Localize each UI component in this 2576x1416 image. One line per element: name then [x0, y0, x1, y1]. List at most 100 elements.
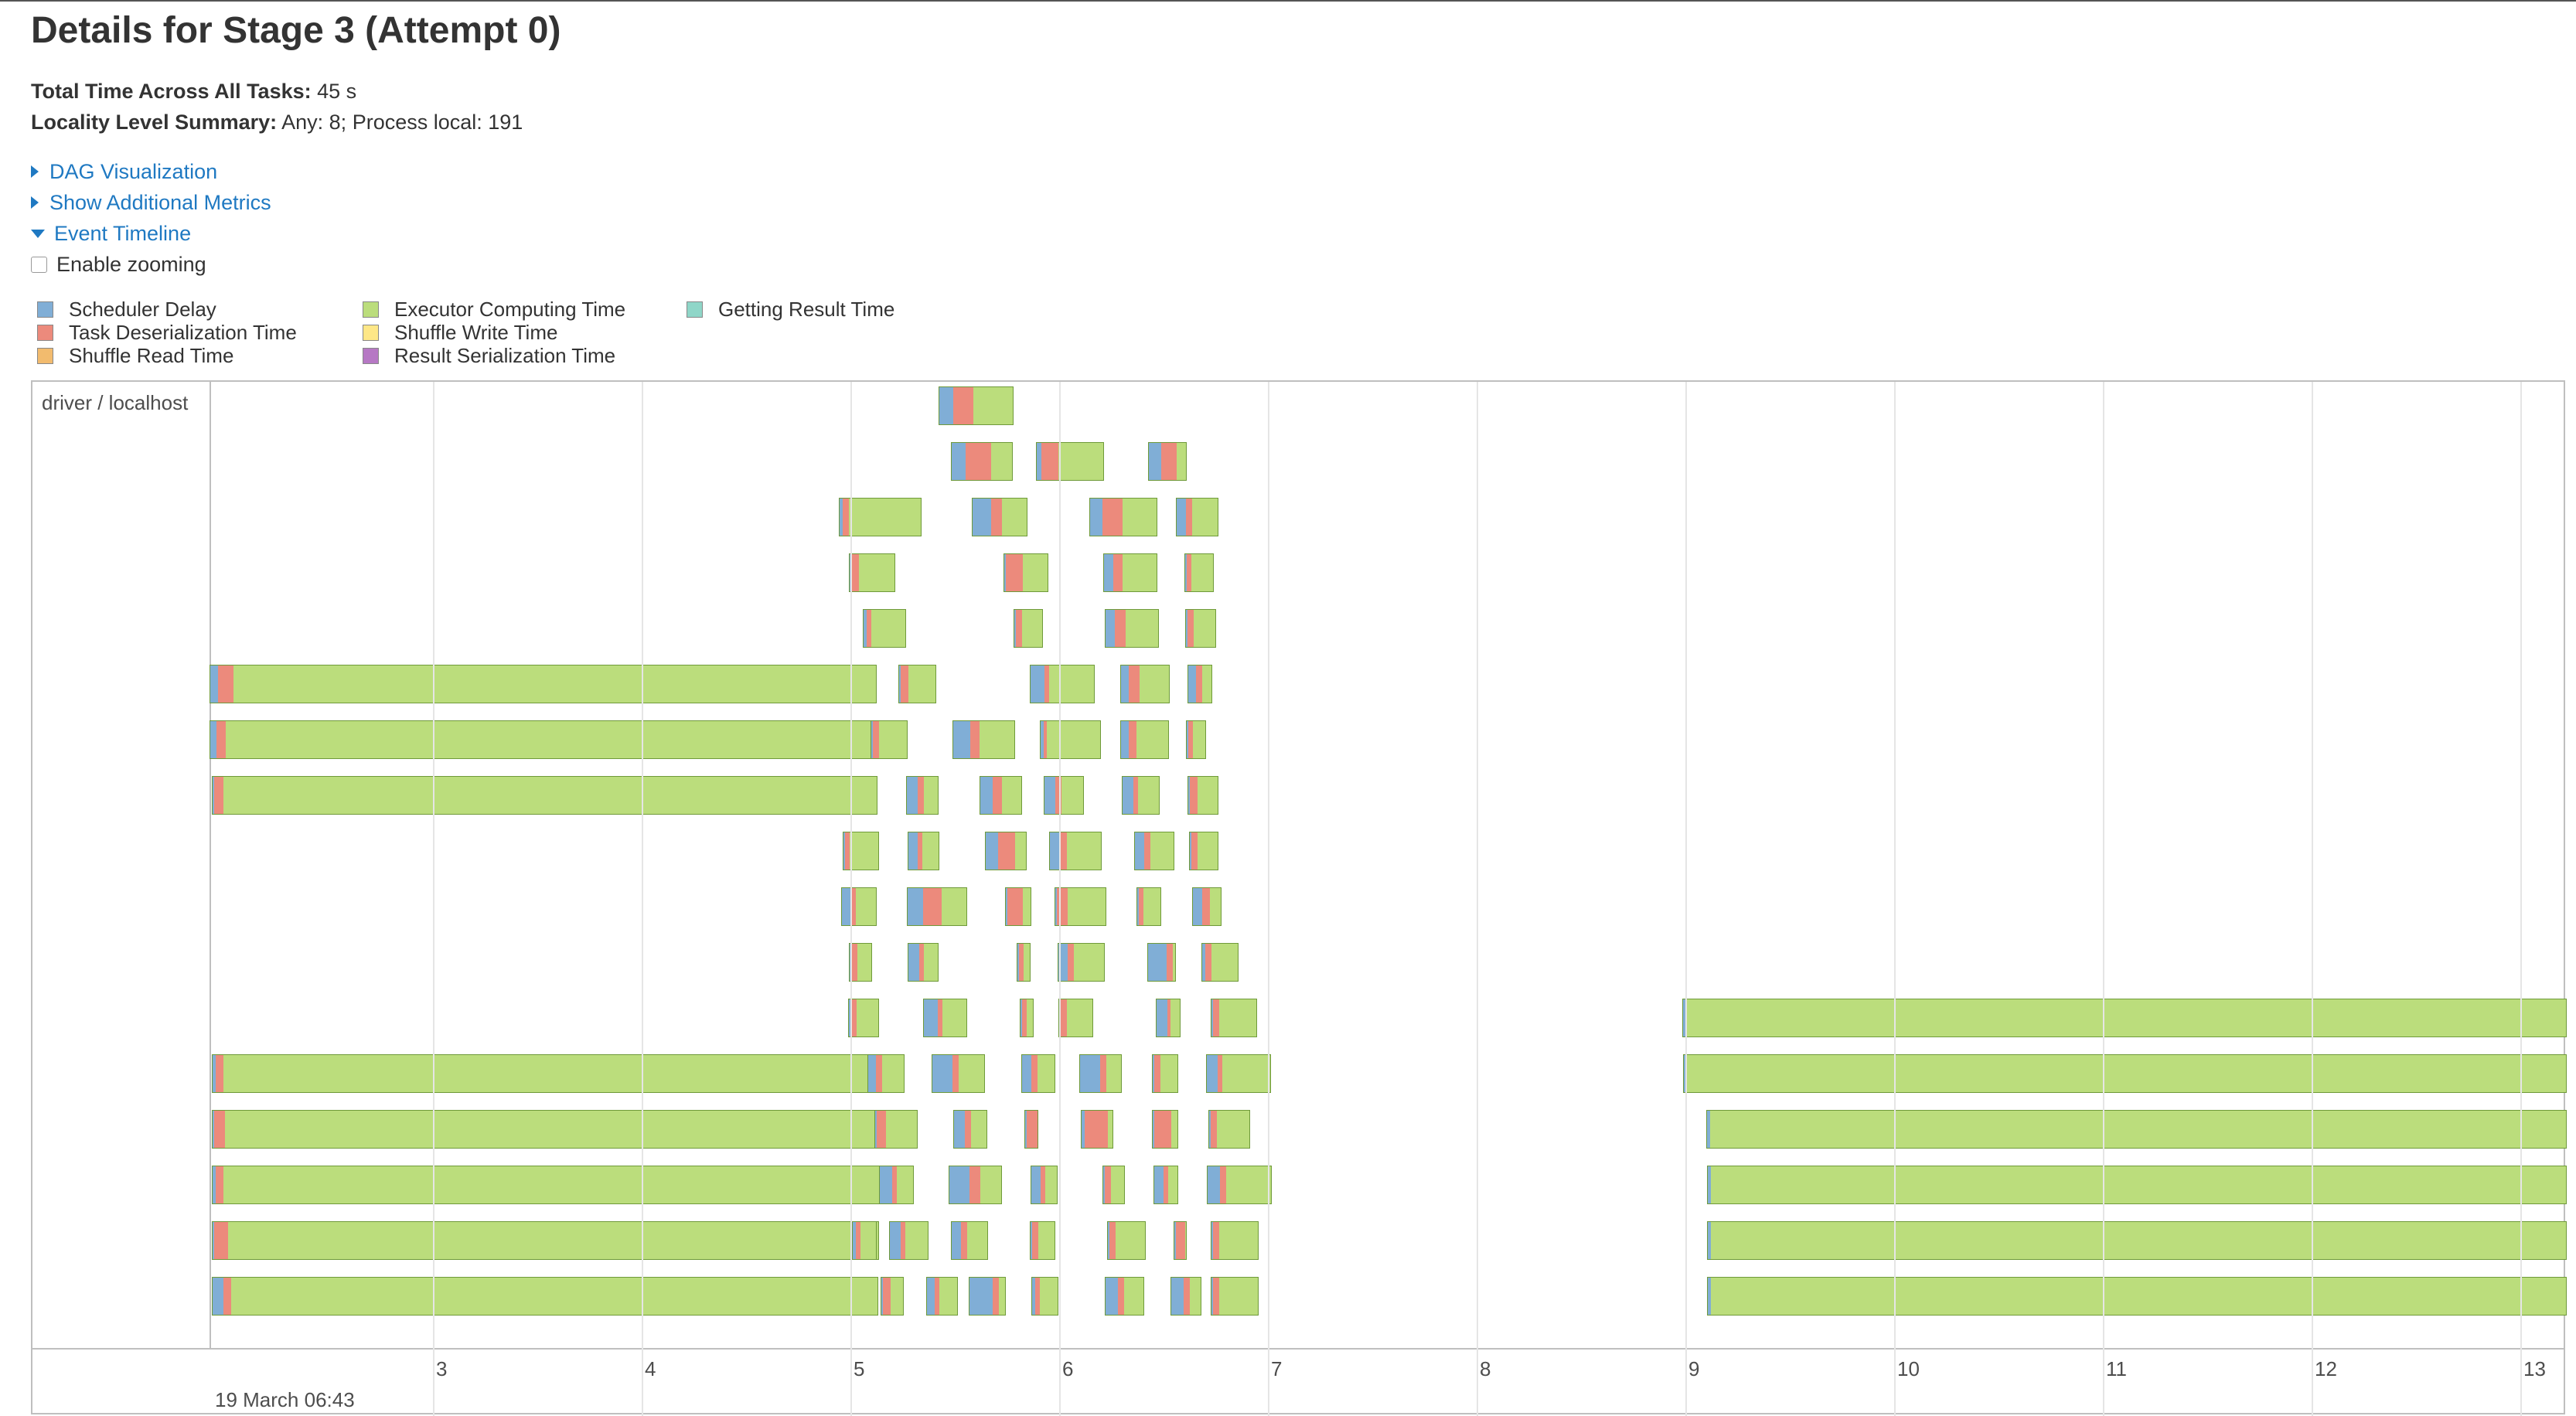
task-bar[interactable]	[1147, 943, 1176, 982]
task-bar[interactable]	[1148, 442, 1187, 481]
task-bar[interactable]	[841, 887, 877, 926]
dag-visualization-link[interactable]: DAG Visualization	[31, 156, 217, 187]
task-bar[interactable]	[898, 665, 936, 703]
task-bar[interactable]	[210, 665, 877, 703]
task-bar[interactable]	[923, 999, 967, 1037]
task-bar[interactable]	[1707, 1166, 2567, 1204]
task-bar[interactable]	[939, 386, 1014, 425]
task-bar[interactable]	[1030, 665, 1095, 703]
task-bar[interactable]	[1185, 609, 1216, 648]
task-bar[interactable]	[1017, 943, 1031, 982]
task-bar[interactable]	[1134, 832, 1174, 870]
task-bar[interactable]	[879, 1166, 914, 1204]
task-bar[interactable]	[1187, 665, 1212, 703]
task-bar[interactable]	[1201, 943, 1239, 982]
task-bar[interactable]	[908, 943, 939, 982]
task-bar[interactable]	[1192, 887, 1222, 926]
task-bar[interactable]	[949, 1166, 1002, 1204]
task-bar[interactable]	[1211, 1221, 1259, 1260]
task-bar[interactable]	[1105, 1277, 1144, 1316]
task-bar[interactable]	[1186, 720, 1206, 759]
task-bar[interactable]	[1174, 1221, 1187, 1260]
enable-zooming-toggle[interactable]: Enable zooming	[31, 249, 206, 280]
task-bar[interactable]	[848, 999, 879, 1037]
task-bar[interactable]	[1211, 999, 1257, 1037]
task-bar[interactable]	[953, 1110, 987, 1149]
task-bar[interactable]	[1003, 553, 1048, 592]
task-bar[interactable]	[1031, 1166, 1058, 1204]
task-bar[interactable]	[1189, 832, 1218, 870]
task-bar[interactable]	[1152, 1054, 1178, 1093]
task-bar[interactable]	[951, 442, 1013, 481]
task-bar[interactable]	[1103, 553, 1157, 592]
task-bar[interactable]	[1187, 776, 1218, 815]
event-timeline-link[interactable]: Event Timeline	[31, 218, 191, 249]
task-bar[interactable]	[874, 1110, 918, 1149]
task-bar[interactable]	[907, 887, 967, 926]
task-bar[interactable]	[867, 1054, 905, 1093]
task-bar[interactable]	[1184, 553, 1214, 592]
task-bar[interactable]	[881, 1277, 904, 1316]
task-bar[interactable]	[1176, 498, 1218, 536]
task-bar[interactable]	[210, 720, 875, 759]
task-bar[interactable]	[1049, 832, 1102, 870]
task-bar[interactable]	[1170, 1277, 1201, 1316]
task-bar[interactable]	[1120, 665, 1170, 703]
task-bar[interactable]	[1020, 999, 1034, 1037]
task-bar[interactable]	[1707, 1221, 2567, 1260]
zoom-checkbox[interactable]	[31, 256, 47, 273]
task-bar[interactable]	[1107, 1221, 1146, 1260]
task-bar[interactable]	[1089, 498, 1157, 536]
task-bar[interactable]	[1156, 999, 1181, 1037]
task-bar[interactable]	[969, 1277, 1006, 1316]
task-bar[interactable]	[863, 609, 906, 648]
task-bar[interactable]	[1079, 1054, 1122, 1093]
task-bar[interactable]	[889, 1221, 929, 1260]
task-bar[interactable]	[852, 1221, 877, 1260]
task-bar[interactable]	[1206, 1054, 1271, 1093]
task-bar[interactable]	[1040, 720, 1101, 759]
task-bar[interactable]	[1044, 776, 1084, 815]
task-bar[interactable]	[1036, 442, 1104, 481]
task-bar[interactable]	[1014, 609, 1043, 648]
task-bar[interactable]	[212, 1221, 879, 1260]
task-bar[interactable]	[926, 1277, 958, 1316]
task-bar[interactable]	[1081, 1110, 1113, 1149]
task-bar[interactable]	[212, 1054, 883, 1093]
task-bar[interactable]	[1005, 887, 1031, 926]
task-bar[interactable]	[1136, 887, 1161, 926]
task-bar[interactable]	[212, 1277, 878, 1316]
task-bar[interactable]	[1021, 1054, 1055, 1093]
task-bar[interactable]	[1153, 1166, 1178, 1204]
task-bar[interactable]	[1055, 887, 1106, 926]
task-bar[interactable]	[849, 553, 895, 592]
task-bar[interactable]	[839, 498, 922, 536]
task-bar[interactable]	[1122, 776, 1160, 815]
task-bar[interactable]	[1030, 1221, 1055, 1260]
task-bar[interactable]	[972, 498, 1027, 536]
task-bar[interactable]	[951, 1221, 988, 1260]
event-timeline-chart[interactable]: driver / localhost 19 March 06:43 3 4 5 6 7 8…	[31, 380, 2567, 1416]
task-bar[interactable]	[906, 776, 939, 815]
task-bar[interactable]	[212, 776, 877, 815]
task-bar[interactable]	[1024, 1110, 1038, 1149]
task-bar[interactable]	[985, 832, 1027, 870]
task-bar[interactable]	[212, 1110, 881, 1149]
task-bar[interactable]	[952, 720, 1015, 759]
task-bar[interactable]	[1208, 1110, 1250, 1149]
task-bar[interactable]	[1707, 1277, 2567, 1316]
task-bar[interactable]	[908, 832, 939, 870]
task-bar[interactable]	[1102, 1166, 1125, 1204]
task-bar[interactable]	[1211, 1277, 1259, 1316]
task-bar[interactable]	[212, 1166, 890, 1204]
task-bar[interactable]	[1207, 1166, 1272, 1204]
task-bar[interactable]	[1152, 1110, 1178, 1149]
task-bar[interactable]	[980, 776, 1022, 815]
task-bar[interactable]	[1120, 720, 1169, 759]
task-bar[interactable]	[1105, 609, 1159, 648]
task-bar[interactable]	[1682, 999, 2567, 1037]
task-bar[interactable]	[1058, 943, 1105, 982]
task-bar[interactable]	[1031, 1277, 1058, 1316]
task-bar[interactable]	[871, 720, 908, 759]
task-bar[interactable]	[849, 943, 872, 982]
